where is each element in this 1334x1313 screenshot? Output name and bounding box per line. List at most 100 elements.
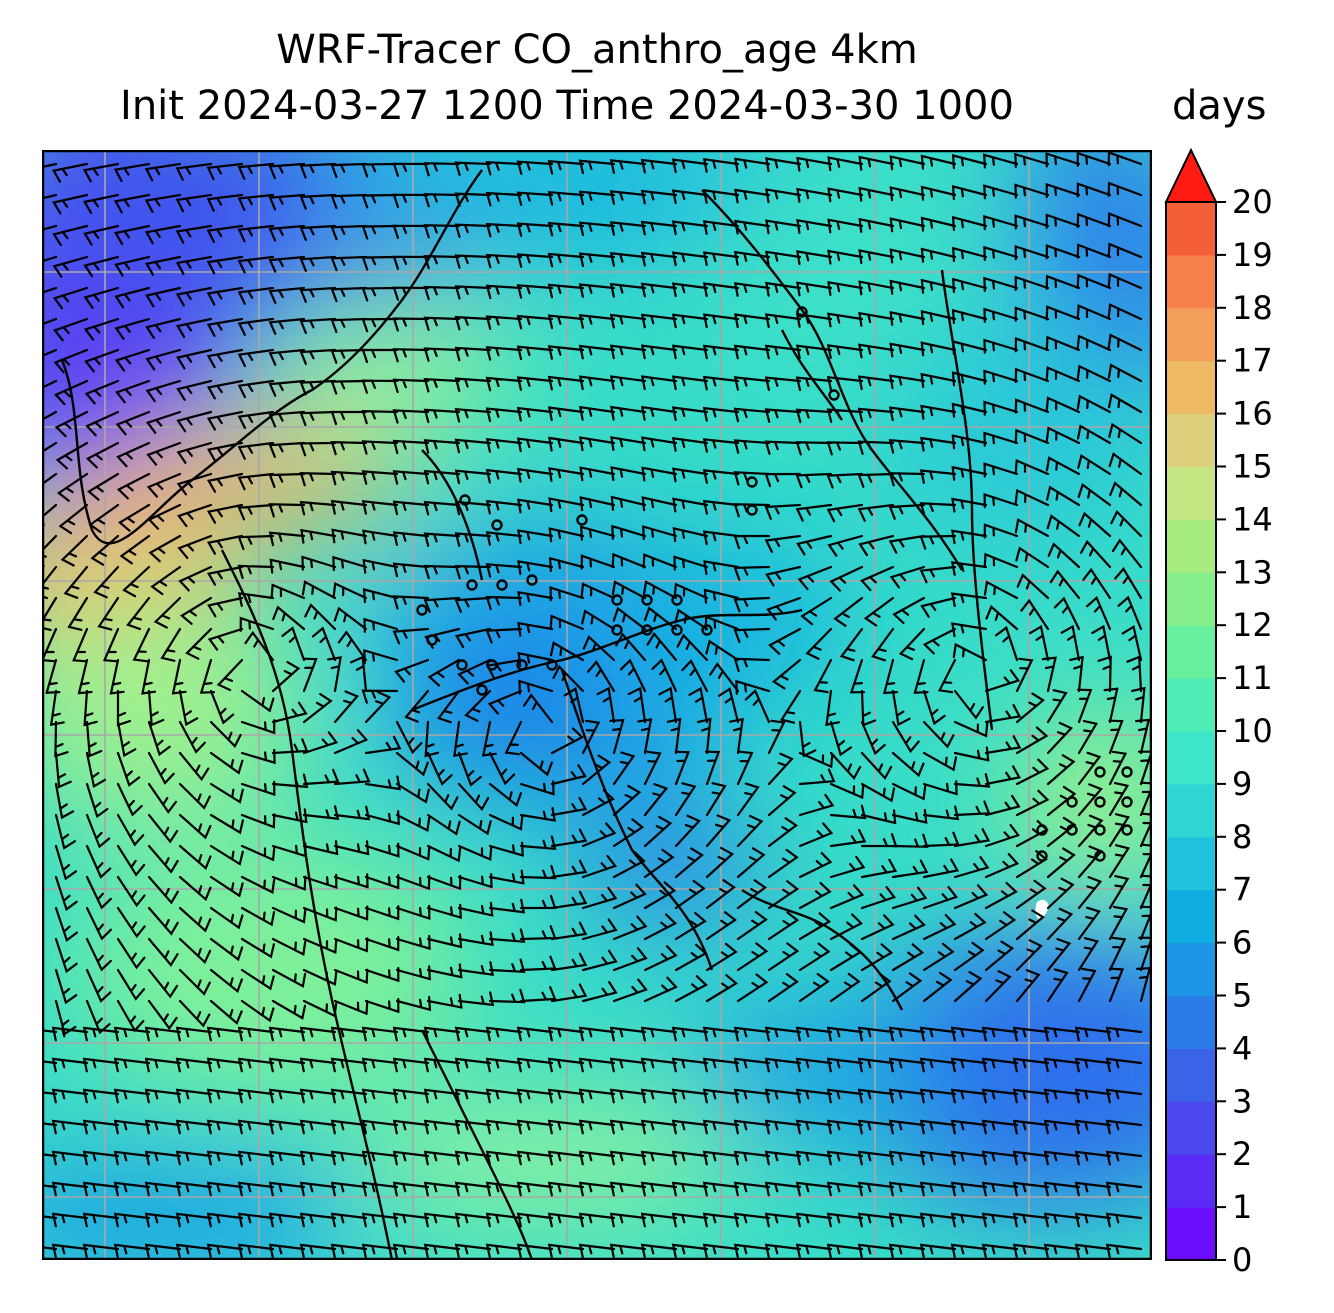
- wind-barb: [113, 1150, 151, 1166]
- wind-barb: [141, 658, 157, 695]
- wind-barb: [299, 255, 337, 272]
- wind-barb: [115, 379, 151, 404]
- calm-marker: [671, 594, 683, 606]
- wind-barb: [1045, 426, 1081, 445]
- wind-barb: [488, 869, 525, 885]
- wind-barb: [281, 626, 306, 662]
- wind-barb: [550, 828, 588, 848]
- wind-barb: [643, 881, 677, 910]
- wind-barb: [206, 1212, 244, 1228]
- wind-barb: [1111, 538, 1143, 569]
- wind-barb: [951, 622, 988, 638]
- wind-barb: [206, 441, 244, 462]
- wind-barb: [517, 498, 554, 514]
- wind-barb: [642, 553, 678, 569]
- wind-barb: [361, 1181, 399, 1197]
- wind-barb: [1015, 939, 1043, 972]
- wind-barb: [268, 441, 306, 458]
- wind-barb: [733, 376, 771, 391]
- wind-barb: [581, 754, 612, 786]
- wind-barb: [765, 281, 802, 297]
- wind-barb: [426, 844, 462, 863]
- wind-barb: [1107, 151, 1143, 167]
- wind-barb: [302, 657, 318, 693]
- wind-barb: [734, 188, 771, 204]
- wind-barb: [1076, 364, 1112, 383]
- wind-barb: [1091, 624, 1112, 662]
- wind-barb: [983, 215, 1019, 231]
- wind-barb: [1014, 183, 1050, 199]
- wind-barb: [1105, 1088, 1143, 1104]
- wind-barb: [178, 968, 211, 996]
- wind-barb: [813, 658, 833, 694]
- wind-barb: [733, 313, 771, 329]
- wind-barb: [454, 1119, 492, 1135]
- wind-barb: [953, 884, 989, 910]
- wind-barb: [827, 280, 864, 296]
- colorbar-segment: [1166, 942, 1216, 996]
- wind-barb: [392, 224, 430, 239]
- wind-barb: [767, 817, 798, 848]
- wind-barb: [60, 534, 89, 567]
- wind-barb: [688, 686, 709, 724]
- wind-barb: [702, 1243, 740, 1259]
- wind-barb: [116, 441, 151, 468]
- wind-barb: [485, 161, 523, 176]
- wind-barb: [1076, 273, 1112, 290]
- calm-marker: [1094, 796, 1106, 808]
- wind-barb: [271, 661, 301, 693]
- wind-barb: [922, 885, 959, 910]
- wind-barb: [920, 154, 957, 170]
- wind-barb: [516, 467, 554, 483]
- wind-barb: [516, 437, 554, 453]
- wind-barb: [612, 818, 645, 848]
- wind-barb: [995, 625, 1019, 662]
- wind-barb: [1139, 905, 1152, 941]
- wind-barb: [891, 720, 920, 754]
- wind-barb: [858, 280, 895, 296]
- wind-barb: [984, 853, 1020, 879]
- wind-barb: [1105, 1119, 1143, 1135]
- wind-barb: [640, 158, 678, 174]
- wind-barb: [175, 1057, 213, 1073]
- wind-barb: [1016, 573, 1050, 600]
- wind-barb: [984, 970, 1012, 1003]
- wind-barb: [733, 1181, 771, 1197]
- wind-barb: [457, 658, 492, 685]
- wind-barb: [516, 1057, 554, 1073]
- wind-barb: [983, 245, 1019, 262]
- wind-barb: [1014, 488, 1050, 507]
- colorbar-segment: [1166, 1048, 1216, 1102]
- wind-barb: [517, 590, 554, 606]
- wind-barb: [672, 467, 709, 483]
- wind-barb: [765, 219, 802, 235]
- wind-barb: [147, 844, 179, 874]
- wind-barb: [206, 317, 244, 337]
- wind-barb: [733, 1212, 771, 1228]
- map-title: WRF-Tracer CO_anthro_age 4km: [276, 27, 918, 73]
- wind-barb: [392, 470, 430, 485]
- wind-barb: [951, 465, 988, 481]
- wind-barb: [857, 1088, 895, 1104]
- wind-barb: [984, 669, 1021, 693]
- wind-barb: [702, 251, 740, 266]
- wind-barb: [209, 720, 242, 749]
- wind-barb: [858, 343, 895, 359]
- wind-barb: [672, 526, 709, 543]
- wind-barb: [825, 689, 840, 727]
- wind-barb: [609, 375, 647, 390]
- wind-barb: [860, 565, 895, 592]
- wind-barb: [702, 469, 740, 484]
- wind-barb: [299, 348, 337, 365]
- wind-barb: [457, 873, 493, 889]
- wind-barb: [983, 276, 1019, 292]
- colorbar-tick-label: 16: [1232, 395, 1273, 433]
- wind-barb: [147, 751, 175, 785]
- wind-barb: [49, 689, 65, 727]
- wind-barb: [640, 1150, 678, 1166]
- wind-barb: [519, 835, 557, 851]
- wind-barb: [1074, 1088, 1112, 1104]
- wind-barb: [920, 185, 957, 201]
- wind-barb: [1077, 483, 1112, 507]
- wind-barb: [362, 558, 399, 574]
